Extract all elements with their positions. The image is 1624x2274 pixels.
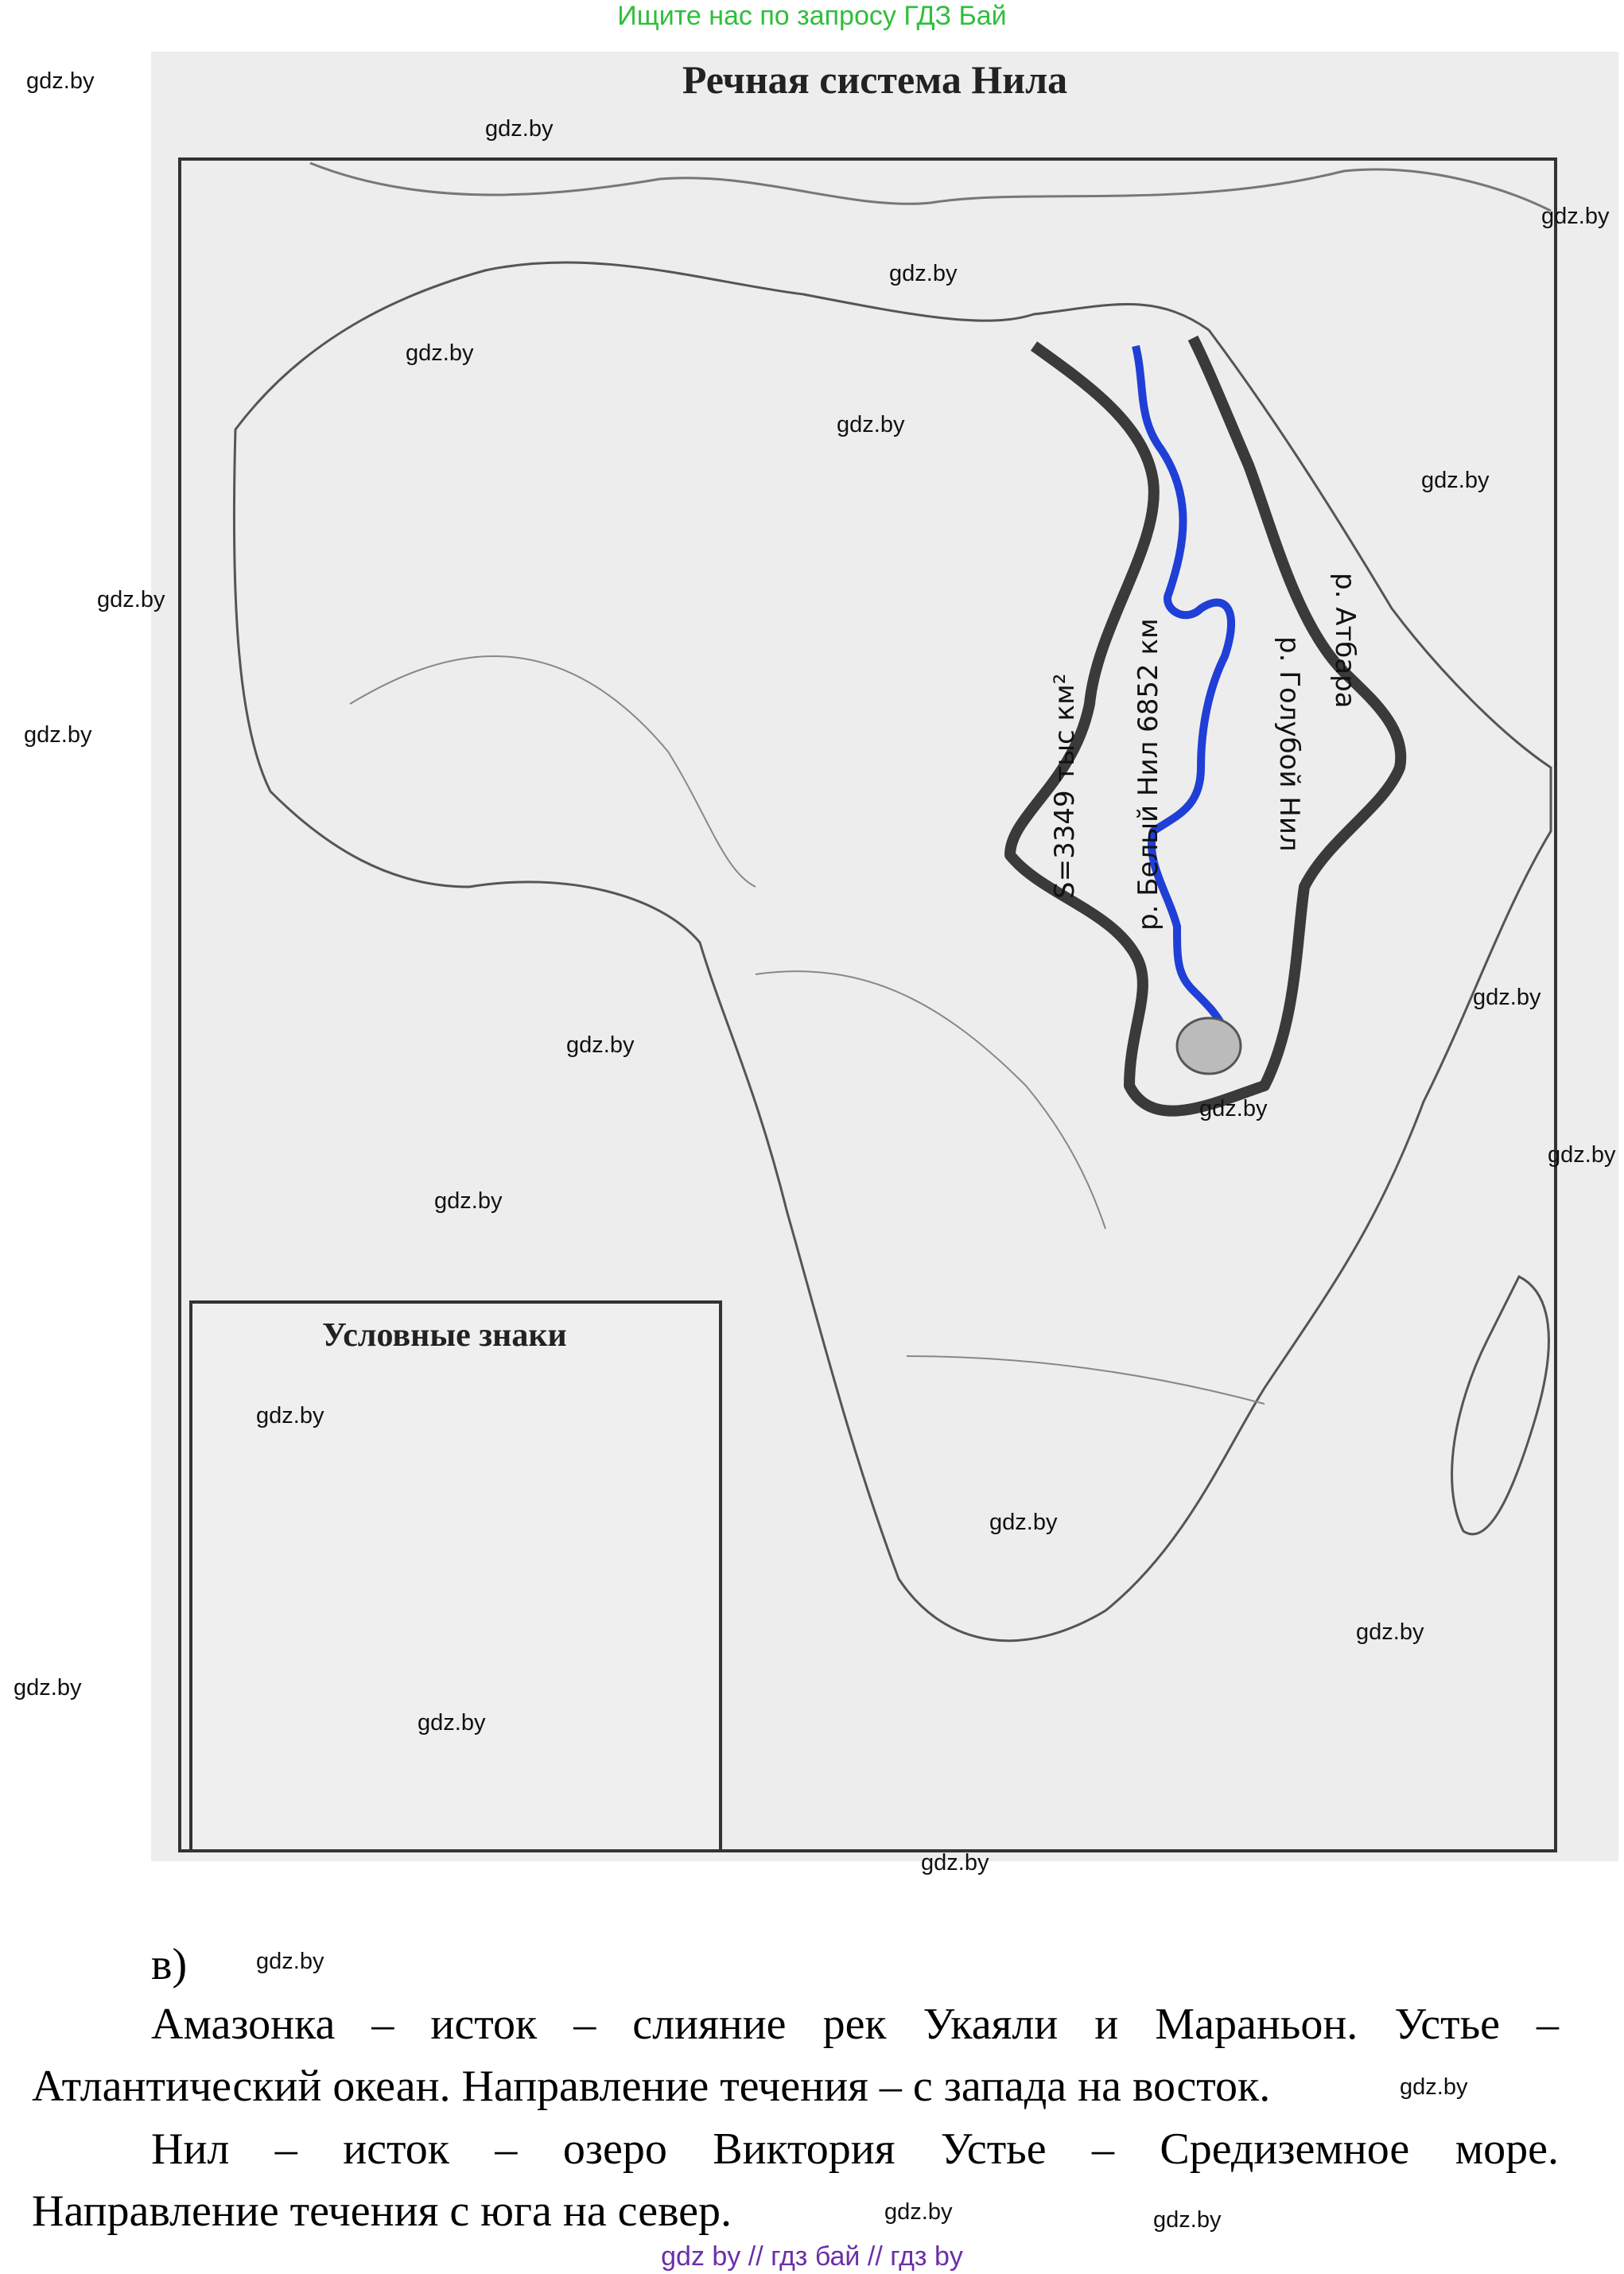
watermark: gdz.by (1199, 1096, 1268, 1121)
watermark: gdz.by (256, 1949, 324, 1974)
watermark: gdz.by (1473, 985, 1541, 1010)
atbara-annotation: р. Атбара (1329, 573, 1361, 709)
amazon-line-1: Амазонка – исток – слияние рек Укаяли и … (151, 2000, 1559, 2049)
watermark: gdz.by (1400, 2074, 1468, 2100)
nile-basin-border (1004, 335, 1407, 1117)
basin-area-annotation: S=3349 тыс км² (1049, 673, 1081, 899)
watermark: gdz.by (24, 722, 92, 748)
watermark: gdz.by (256, 1403, 324, 1429)
watermark: gdz.by (889, 261, 958, 286)
footer-links[interactable]: gdz by // гдз бай // гдз by (661, 2241, 963, 2272)
niger-river (349, 655, 756, 888)
watermark: gdz.by (1356, 1619, 1424, 1645)
nile-line-1: Нил – исток – озеро Виктория Устье – Сре… (151, 2124, 1559, 2174)
watermark: gdz.by (1541, 204, 1610, 229)
watermark: gdz.by (884, 2199, 953, 2225)
white-nile-annotation: р. Белый Нил 6852 км (1133, 618, 1164, 931)
map-title: Речная система Нила (682, 57, 1068, 102)
watermark: gdz.by (485, 116, 554, 142)
watermark: gdz.by (1421, 468, 1490, 493)
watermark: gdz.by (406, 340, 474, 366)
legend-box (189, 1300, 722, 1852)
nile-line-2: Направление течения с юга на север. (32, 2187, 732, 2236)
watermark: gdz.by (921, 1850, 989, 1876)
africa-outline (232, 261, 1552, 1642)
amazon-line-2: Атлантический океан. Направление течения… (32, 2062, 1271, 2111)
watermark: gdz.by (989, 1510, 1058, 1535)
congo-river (755, 970, 1106, 1230)
nile-map (178, 157, 1557, 1852)
watermark: gdz.by (837, 412, 905, 437)
watermark: gdz.by (1153, 2207, 1222, 2233)
nile-river (1132, 344, 1235, 1032)
watermark: gdz.by (14, 1675, 82, 1701)
watermark: gdz.by (1548, 1142, 1616, 1168)
blue-nile-annotation: р. Голубой Нил (1273, 636, 1305, 852)
madagascar (1451, 1274, 1550, 1536)
watermark: gdz.by (26, 68, 95, 94)
legend-title: Условные знаки (322, 1317, 567, 1354)
europe-coast (309, 161, 1552, 212)
map-frame (178, 157, 1557, 1852)
watermark: gdz.by (418, 1710, 486, 1736)
answer-label: в) (151, 1940, 188, 1989)
map-image (151, 52, 1618, 1861)
search-banner[interactable]: Ищите нас по запросу ГДЗ Бай (617, 1, 1007, 31)
watermark: gdz.by (566, 1032, 635, 1058)
lake-victoria (1175, 1016, 1242, 1075)
zambezi-river (906, 1355, 1265, 1405)
watermark: gdz.by (97, 587, 165, 612)
watermark: gdz.by (434, 1188, 503, 1214)
